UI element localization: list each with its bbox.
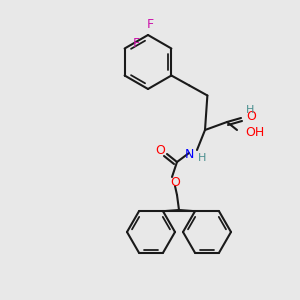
Text: H: H	[198, 153, 206, 163]
Text: OH: OH	[245, 125, 264, 139]
Text: O: O	[170, 176, 180, 188]
Text: O: O	[246, 110, 256, 122]
Text: F: F	[133, 37, 140, 50]
Text: H: H	[246, 105, 254, 115]
Text: N: N	[184, 148, 194, 160]
Text: F: F	[146, 19, 154, 32]
Text: O: O	[155, 143, 165, 157]
